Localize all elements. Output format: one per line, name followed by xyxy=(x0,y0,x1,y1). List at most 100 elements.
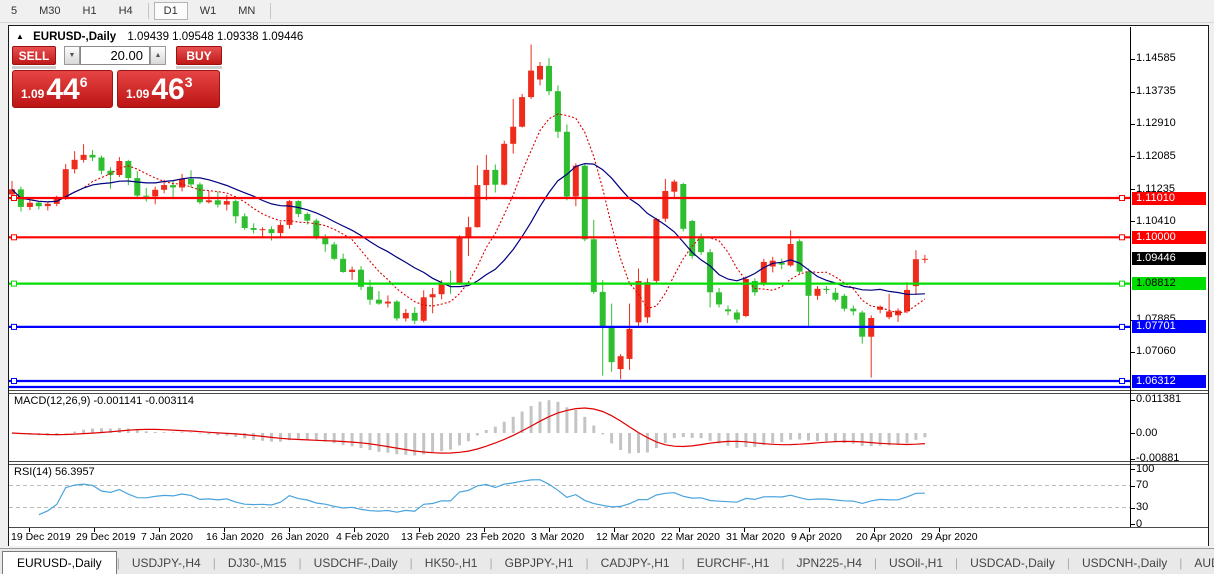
tab-dj30-m15[interactable]: DJ30-,M15 xyxy=(227,556,287,570)
level-handle xyxy=(1119,323,1125,330)
rsi-axis-label: 100 xyxy=(1136,462,1155,475)
level-handle xyxy=(1119,378,1125,384)
tab-usdchf-daily[interactable]: USDCHF-,Daily xyxy=(313,556,398,570)
current-price-badge: 1.09446 xyxy=(1132,252,1206,266)
toolbar-separator xyxy=(270,3,272,19)
y-axis-label: 1.13735 xyxy=(1136,85,1176,98)
candlestick-chart[interactable] xyxy=(9,27,1130,527)
date-tick xyxy=(874,528,875,532)
timeframe-button-m30[interactable]: M30 xyxy=(39,5,61,17)
toolbar-separator xyxy=(147,3,149,19)
date-label: 3 Mar 2020 xyxy=(531,531,585,543)
chart-title: ▲ EURUSD-,Daily 1.09439 1.09548 1.09338 … xyxy=(16,31,303,43)
ma-slow-line xyxy=(11,162,925,295)
date-axis-border xyxy=(9,527,1208,528)
tab-separator: | xyxy=(955,556,959,570)
bid-pip-digit: 6 xyxy=(79,74,88,90)
panel-splitter[interactable] xyxy=(9,464,1208,465)
ask-price-box[interactable]: 1.09 46 3 xyxy=(117,70,220,108)
date-label: 20 Apr 2020 xyxy=(856,531,913,543)
tab-eurusd-daily[interactable]: EURUSD-,Daily xyxy=(2,551,117,574)
date-tick xyxy=(94,528,95,532)
date-label: 29 Dec 2019 xyxy=(76,531,136,543)
tab-audu[interactable]: AUDU xyxy=(1194,556,1214,570)
tab-jpn225-h4[interactable]: JPN225-,H4 xyxy=(796,556,862,570)
date-tick xyxy=(549,528,550,532)
ask-prefix: 1.09 xyxy=(126,87,150,101)
tab-gbpjpy-h1[interactable]: GBPJPY-,H1 xyxy=(504,556,574,570)
date-label: 13 Feb 2020 xyxy=(401,531,460,543)
buy-underline xyxy=(176,66,222,69)
bid-main-digits: 44 xyxy=(46,73,80,106)
timeframe-button-d1[interactable]: D1 xyxy=(153,2,188,20)
chart-window xyxy=(8,25,1209,546)
macd-signal-line xyxy=(11,407,925,454)
panel-splitter[interactable] xyxy=(9,461,1208,462)
date-label: 7 Jan 2020 xyxy=(141,531,193,543)
timeframe-button-5[interactable]: 5 xyxy=(11,5,18,17)
rsi-axis-tick xyxy=(1130,469,1135,470)
timeframe-button-h4[interactable]: H4 xyxy=(118,5,133,17)
date-tick xyxy=(289,528,290,532)
volume-input[interactable] xyxy=(80,46,150,65)
volume-increase-button[interactable]: ▲ xyxy=(150,46,166,65)
tab-usoil-h1[interactable]: USOil-,H1 xyxy=(889,556,944,570)
tab-separator: | xyxy=(1066,556,1070,570)
date-tick xyxy=(159,528,160,532)
panel-splitter[interactable] xyxy=(9,390,1208,391)
macd-histogram xyxy=(10,400,927,456)
date-tick xyxy=(679,528,680,532)
tab-usdcad-daily[interactable]: USDCAD-,Daily xyxy=(970,556,1055,570)
candles-group xyxy=(9,44,928,380)
level-handle xyxy=(1119,280,1125,287)
date-tick xyxy=(224,528,225,532)
y-axis-tick xyxy=(1130,319,1135,321)
tab-hk50-h1[interactable]: HK50-,H1 xyxy=(424,556,478,570)
y-axis-label: 1.14585 xyxy=(1136,52,1176,65)
date-tick xyxy=(484,528,485,532)
rsi-axis-tick xyxy=(1130,485,1135,487)
spinner-down-icon: ▼ xyxy=(68,52,76,59)
macd-axis-label: 0.011381 xyxy=(1136,393,1182,406)
level-handle xyxy=(11,378,17,384)
macd-label: MACD(12,26,9) -0.001141 -0.003114 xyxy=(14,395,194,407)
rsi-axis-label: 70 xyxy=(1136,479,1149,491)
buy-button[interactable]: BUY xyxy=(176,46,222,65)
macd-axis-tick xyxy=(1130,458,1135,460)
date-label: 16 Jan 2020 xyxy=(206,531,264,543)
date-tick xyxy=(29,528,30,532)
date-tick xyxy=(809,528,810,532)
y-axis-tick xyxy=(1130,221,1135,223)
tab-usdcnh-daily[interactable]: USDCNH-,Daily xyxy=(1081,556,1168,570)
date-tick xyxy=(614,528,615,532)
y-axis-label: 1.07060 xyxy=(1136,345,1176,358)
tab-usdjpy-h4[interactable]: USDJPY-,H4 xyxy=(131,556,201,570)
bid-price-box[interactable]: 1.09 44 6 xyxy=(12,70,113,108)
price-level-badge: 1.11010 xyxy=(1132,191,1206,205)
tab-separator: | xyxy=(873,556,877,570)
level-handle xyxy=(1119,195,1125,201)
sell-button[interactable]: SELL xyxy=(12,46,56,65)
timeframe-button-h1[interactable]: H1 xyxy=(82,5,97,17)
panel-splitter[interactable] xyxy=(9,393,1208,394)
y-axis-label: 1.12910 xyxy=(1136,117,1176,130)
tab-eurchf-h1[interactable]: EURCHF-,H1 xyxy=(696,556,770,570)
level-lines-group[interactable] xyxy=(9,195,1130,389)
y-axis-tick xyxy=(1130,123,1135,125)
volume-decrease-button[interactable]: ▼ xyxy=(64,46,80,65)
macd-axis-label: -0.00881 xyxy=(1136,452,1180,465)
tab-separator: | xyxy=(681,556,685,570)
tab-separator: | xyxy=(585,556,589,570)
timeframe-button-mn[interactable]: MN xyxy=(238,5,256,17)
rsi-line xyxy=(38,479,925,516)
tab-separator: | xyxy=(489,556,493,570)
tab-separator: | xyxy=(212,556,216,570)
timeframe-button-w1[interactable]: W1 xyxy=(199,5,217,17)
y-axis-tick xyxy=(1130,156,1135,158)
rsi-axis-tick xyxy=(1130,507,1135,509)
tab-cadjpy-h1[interactable]: CADJPY-,H1 xyxy=(600,556,670,570)
date-tick xyxy=(939,528,940,532)
timeframe-toolbar: 5 M30 H1 H4 D1 W1 MN xyxy=(0,0,1214,23)
tab-separator: | xyxy=(409,556,413,570)
collapse-icon[interactable]: ▲ xyxy=(16,32,24,41)
